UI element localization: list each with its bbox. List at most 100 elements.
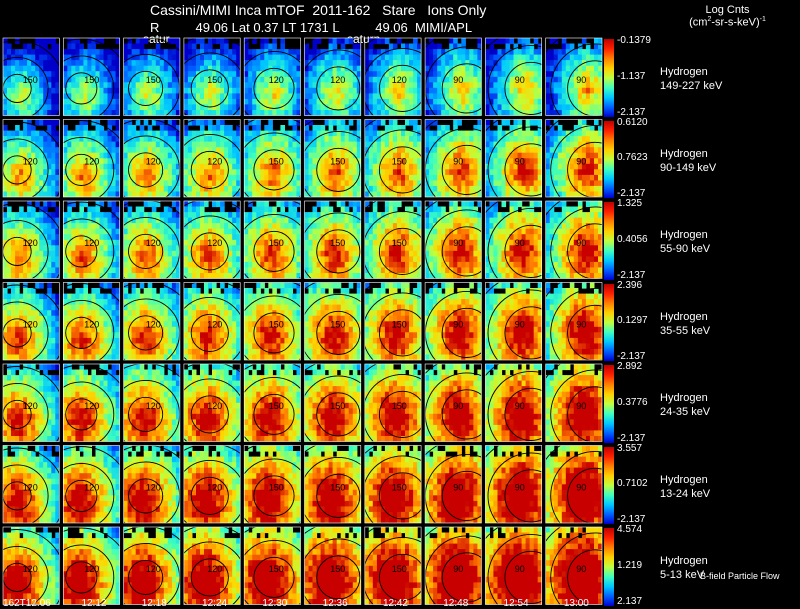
heat-cell xyxy=(598,93,603,100)
heat-cell xyxy=(216,185,221,192)
heat-cell xyxy=(537,152,542,159)
heat-cell xyxy=(187,71,193,78)
heat-cell xyxy=(336,180,342,187)
heat-cell xyxy=(437,174,442,181)
heat-cell xyxy=(35,54,40,61)
heat-cell xyxy=(95,87,101,94)
heat-cell xyxy=(171,239,177,246)
heat-cell xyxy=(3,76,8,83)
heat-cell xyxy=(91,261,96,268)
heat-cell xyxy=(139,125,145,132)
heat-cell xyxy=(517,163,523,170)
heat-cell xyxy=(348,163,354,170)
heat-cell xyxy=(413,49,418,56)
heat-cell xyxy=(67,152,72,159)
heat-cell xyxy=(27,110,32,116)
heat-cell xyxy=(413,191,418,197)
heat-cell xyxy=(272,104,277,111)
heat-cell xyxy=(212,267,217,274)
heat-cell xyxy=(364,130,370,137)
heat-cell xyxy=(272,245,277,252)
heat-cell xyxy=(288,119,293,126)
heat-cell xyxy=(356,49,361,56)
heat-cell xyxy=(204,54,209,61)
heat-cell xyxy=(127,49,133,56)
heat-cell xyxy=(509,136,515,143)
heat-cell xyxy=(501,169,507,176)
heat-cell xyxy=(320,152,326,159)
heat-cell xyxy=(417,152,422,159)
heat-cell xyxy=(493,104,498,111)
heat-cell xyxy=(111,119,117,126)
heat-cell xyxy=(27,223,32,230)
contour-label: 90 xyxy=(453,75,463,85)
heat-cell xyxy=(244,49,249,56)
heat-cell xyxy=(95,256,101,263)
heat-cell xyxy=(115,217,120,224)
heat-cell xyxy=(15,158,20,165)
heat-cell xyxy=(433,60,438,67)
heat-cell xyxy=(35,185,40,192)
heat-cell xyxy=(473,87,478,94)
heat-cell xyxy=(163,217,169,224)
heat-cell xyxy=(95,104,101,111)
heat-cell xyxy=(75,60,80,67)
heat-cell xyxy=(31,93,36,100)
heat-cell xyxy=(413,163,418,170)
heat-cell xyxy=(248,158,253,165)
heat-cell xyxy=(23,185,28,192)
heat-cell xyxy=(143,158,149,165)
heat-cell xyxy=(47,54,52,61)
heat-cell xyxy=(31,163,36,170)
heat-cell xyxy=(212,82,217,89)
heat-cell xyxy=(151,273,157,279)
heat-cell xyxy=(31,104,36,111)
heat-cell xyxy=(376,273,382,279)
heat-cell xyxy=(79,82,84,89)
heat-cell xyxy=(457,93,462,100)
heat-cell xyxy=(429,38,434,45)
heat-cell xyxy=(43,163,48,170)
heat-cell xyxy=(324,82,330,89)
heat-cell xyxy=(304,256,310,263)
heat-cell xyxy=(340,267,346,274)
heat-cell xyxy=(135,180,141,187)
heat-cell xyxy=(79,136,84,143)
heat-cell xyxy=(228,174,233,181)
heat-cell xyxy=(187,273,193,279)
heat-cell xyxy=(348,110,354,116)
heat-cell xyxy=(256,130,261,137)
heat-cell xyxy=(569,174,575,181)
heat-cell xyxy=(224,141,229,148)
heat-cell xyxy=(549,136,555,143)
heat-cell xyxy=(598,38,603,45)
heat-cell xyxy=(364,110,370,116)
heat-cell xyxy=(175,201,180,208)
heat-cell xyxy=(159,234,165,241)
heat-cell xyxy=(228,147,233,154)
heat-cell xyxy=(453,119,458,126)
heat-cell xyxy=(276,273,281,279)
heat-cell xyxy=(135,223,141,230)
heat-cell xyxy=(537,87,542,94)
heat-cell xyxy=(75,110,80,116)
heat-cell xyxy=(553,98,559,105)
heat-cell xyxy=(236,256,241,263)
heat-cell xyxy=(31,191,36,197)
heat-cell xyxy=(493,152,498,159)
heat-cell xyxy=(35,60,40,67)
heat-cell xyxy=(260,234,265,241)
heat-cell xyxy=(497,141,503,148)
heat-cell xyxy=(513,93,519,100)
heat-cell xyxy=(155,158,161,165)
heat-cell xyxy=(517,82,523,89)
heat-cell xyxy=(553,174,559,181)
heat-cell xyxy=(284,163,289,170)
heat-cell xyxy=(288,234,293,241)
heat-cell xyxy=(196,147,201,154)
heat-cell xyxy=(159,261,165,268)
heat-cell xyxy=(260,217,265,224)
heat-cell xyxy=(312,152,318,159)
heat-cell xyxy=(196,76,201,83)
heat-cell xyxy=(312,261,318,268)
